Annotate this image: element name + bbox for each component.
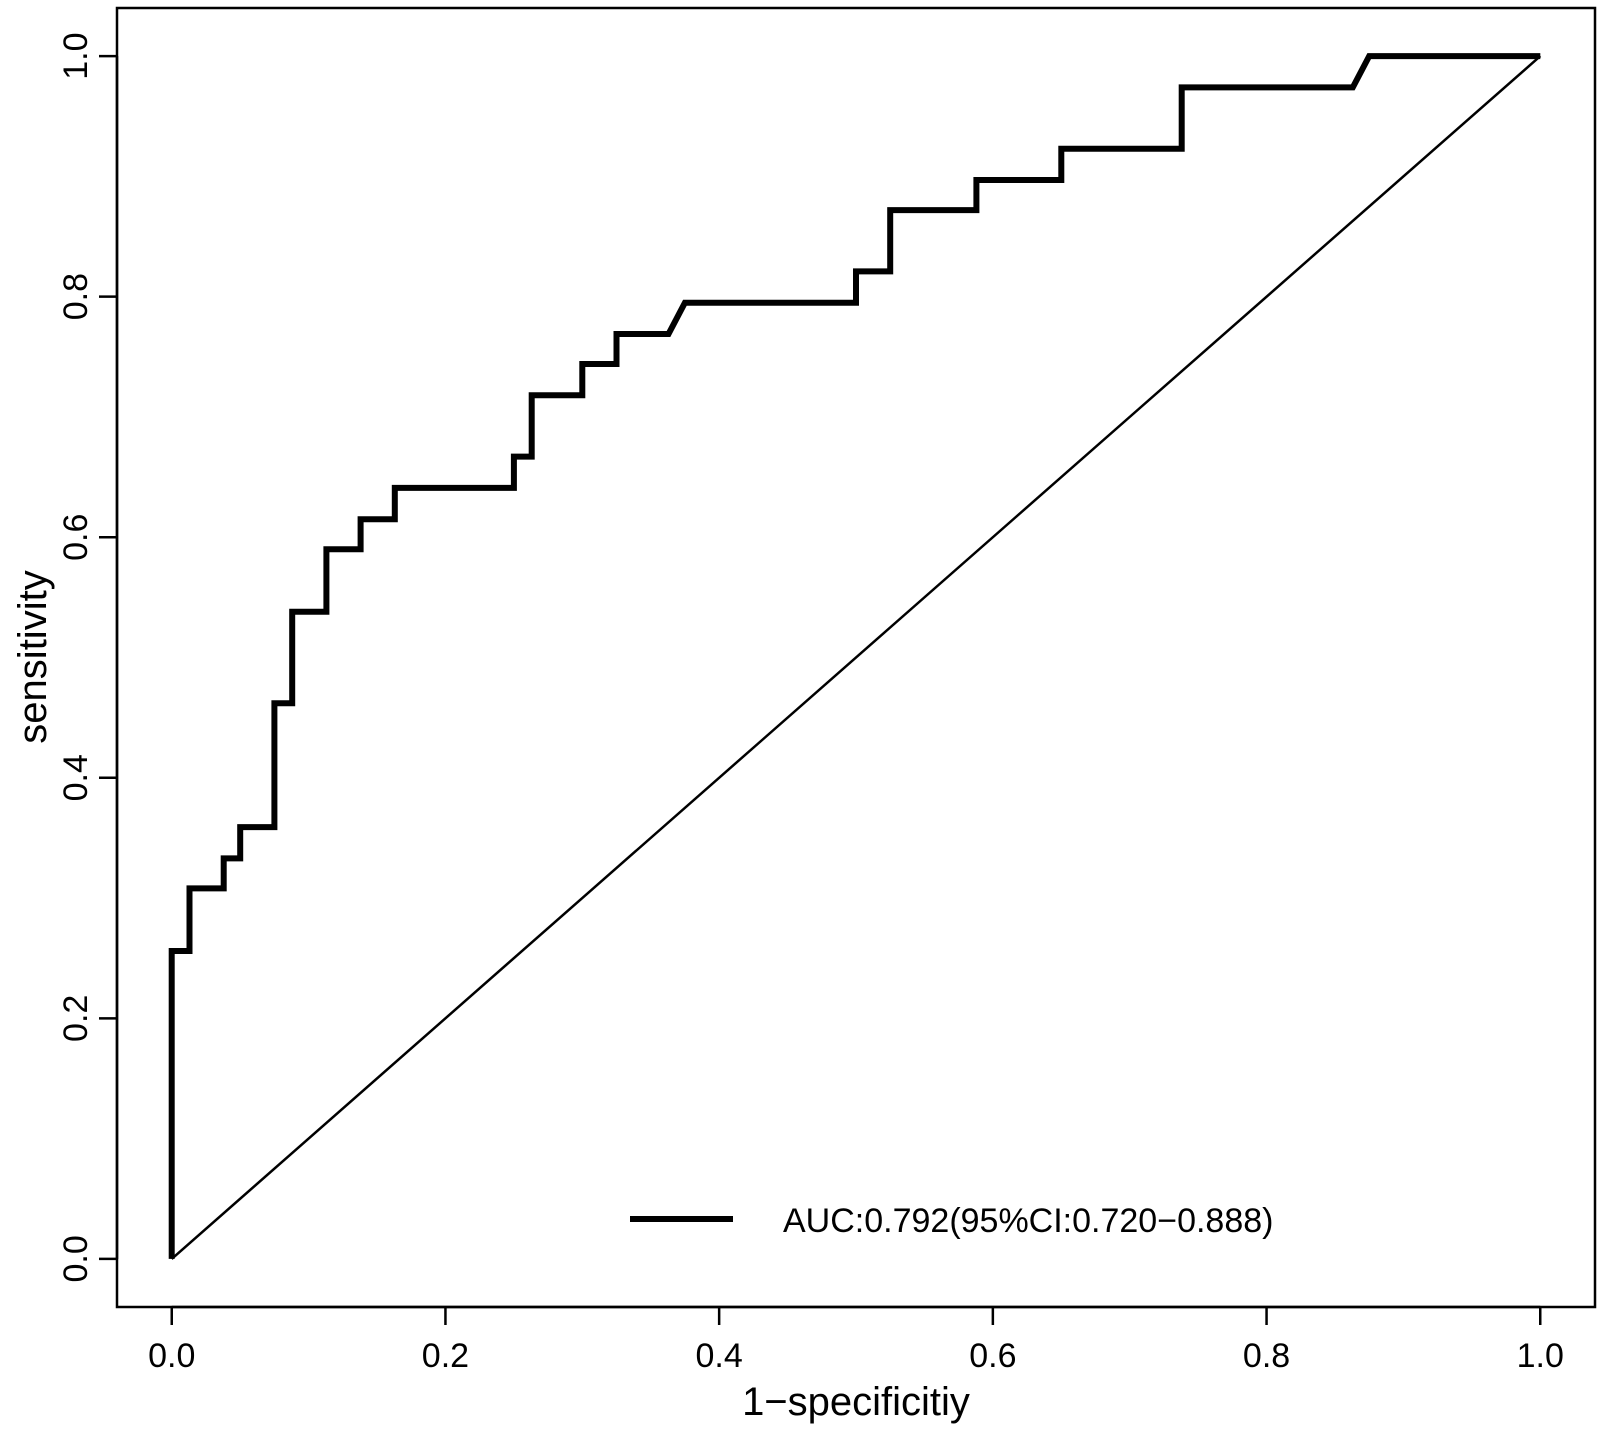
series-layer — [168, 53, 1542, 1260]
y-tick-label: 1.0 — [57, 32, 95, 79]
y-axis-title: sensitivity — [11, 570, 55, 743]
legend-label: AUC:0.792(95%CI:0.720−0.888) — [783, 1202, 1273, 1240]
y-axis: 0.0 0.2 0.4 0.6 0.8 1.0 — [57, 32, 119, 1283]
y-tick-label: 0.4 — [57, 754, 95, 801]
x-tick-label: 0.2 — [422, 1337, 469, 1375]
x-tick-label: 0.4 — [696, 1337, 743, 1375]
x-tick-label: 1.0 — [1517, 1337, 1564, 1375]
roc-curve-line — [168, 53, 1541, 1259]
y-tick-label: 0.8 — [57, 273, 95, 320]
legend: AUC:0.792(95%CI:0.720−0.888) — [630, 1202, 1273, 1240]
x-axis: 0.0 0.2 0.4 0.6 0.8 1.0 — [148, 1305, 1564, 1375]
x-tick-label: 0.8 — [1243, 1337, 1290, 1375]
y-tick-label: 0.2 — [57, 995, 95, 1042]
y-tick-label: 0.6 — [57, 514, 95, 561]
reference-diagonal-line — [170, 55, 1542, 1260]
x-axis-title: 1−specificitiy — [742, 1380, 970, 1424]
y-tick-label: 0.0 — [57, 1235, 95, 1282]
x-tick-label: 0.6 — [969, 1337, 1016, 1375]
x-tick-label: 0.0 — [148, 1337, 195, 1375]
